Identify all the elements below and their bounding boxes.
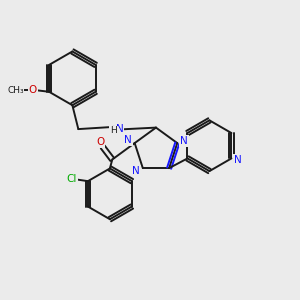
Text: O: O bbox=[28, 85, 37, 95]
Text: N: N bbox=[180, 136, 188, 146]
Text: O: O bbox=[96, 137, 104, 147]
Text: Cl: Cl bbox=[66, 174, 77, 184]
Text: N: N bbox=[132, 166, 140, 176]
Text: CH₃: CH₃ bbox=[7, 86, 24, 95]
Text: N: N bbox=[233, 155, 241, 165]
Text: N: N bbox=[124, 135, 132, 145]
Text: H: H bbox=[110, 126, 117, 135]
Text: N: N bbox=[116, 124, 123, 134]
